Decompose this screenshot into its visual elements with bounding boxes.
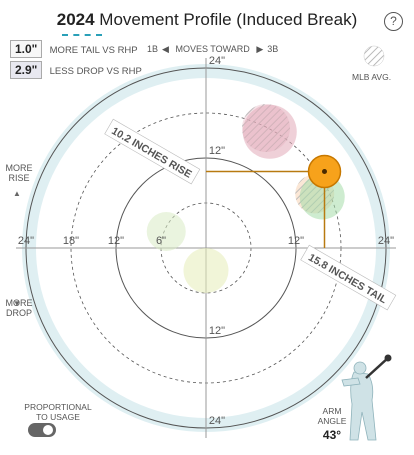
- x-tick-label: 6": [156, 235, 166, 247]
- moves-toward-indicator: 1B ◀ MOVES TOWARD ▶ 3B: [145, 44, 280, 55]
- left-arrow-icon: ◀: [162, 44, 169, 54]
- down-arrow-icon: ▼: [13, 299, 21, 308]
- pitcher-arm-angle-icon: [341, 361, 377, 441]
- third-base-label: 3B: [267, 44, 279, 54]
- proportional-line1: PROPORTIONAL: [24, 402, 92, 412]
- x-tick-label: 24": [18, 235, 34, 247]
- more-drop-line1: MORE: [5, 298, 33, 308]
- pitch-bubble-3[interactable]: [183, 248, 229, 293]
- more-rise-line1: MORE: [5, 163, 33, 173]
- first-base-label: 1B: [147, 44, 159, 54]
- x-tick-label: 24": [378, 235, 394, 247]
- pitch-bubble-1[interactable]: [299, 174, 345, 220]
- arm-angle-label: ARM ANGLE: [314, 406, 350, 426]
- y-tick-label: 24": [209, 415, 225, 427]
- tail-label: MORE TAIL VS RHP: [49, 45, 138, 56]
- chart-title: 2024 Movement Profile (Induced Break): [0, 10, 414, 30]
- right-arrow-icon: ▶: [256, 44, 264, 54]
- up-arrow-icon: ▲: [13, 189, 21, 198]
- arm-angle-line2: ANGLE: [317, 416, 347, 426]
- pitch-bubble-2[interactable]: [146, 212, 186, 251]
- pitch-bubble-0[interactable]: [242, 104, 297, 159]
- moves-toward-label: MOVES TOWARD: [175, 44, 250, 54]
- arm-angle-line1: ARM: [322, 406, 342, 416]
- x-tick-label: 12": [108, 235, 124, 247]
- arm-angle-ball: [384, 354, 392, 362]
- arm-angle-line: [365, 357, 389, 379]
- tail-metric: 1.0" MORE TAIL VS RHP: [10, 40, 138, 58]
- y-tick-label: 12": [209, 325, 225, 337]
- title-text: Movement Profile (Induced Break): [99, 10, 358, 29]
- help-icon[interactable]: ?: [384, 12, 403, 31]
- more-drop-line2: DROP: [5, 308, 32, 318]
- x-tick-label: 12": [288, 235, 304, 247]
- x-tick-label: 18": [63, 235, 79, 247]
- drop-metric: 2.9" LESS DROP VS RHP: [10, 61, 142, 79]
- year-selector-underline: [62, 34, 102, 36]
- proportional-line2: TO USAGE: [36, 412, 80, 422]
- mlb-avg-label: MLB AVG.: [352, 72, 392, 82]
- drop-value: 2.9": [10, 61, 42, 79]
- more-drop-label: MORE DROP: [4, 298, 34, 318]
- tail-annotation-box: [300, 244, 397, 311]
- highlighted-pitch-center: [322, 169, 327, 174]
- arm-angle-value: 43°: [322, 428, 342, 442]
- y-tick-label: 12": [209, 145, 225, 157]
- more-rise-label: MORE RISE: [4, 163, 34, 183]
- tail-value: 1.0": [10, 40, 42, 58]
- toggle-knob[interactable]: [43, 425, 53, 435]
- more-rise-line2: RISE: [8, 173, 30, 183]
- y-tick-label: 24": [209, 55, 225, 67]
- rise-annotation-box: [104, 118, 201, 185]
- drop-label: LESS DROP VS RHP: [49, 66, 142, 77]
- mlb-avg-swatch: [363, 45, 385, 67]
- proportional-label: PROPORTIONAL TO USAGE: [18, 402, 98, 422]
- season-year[interactable]: 2024: [56, 10, 95, 29]
